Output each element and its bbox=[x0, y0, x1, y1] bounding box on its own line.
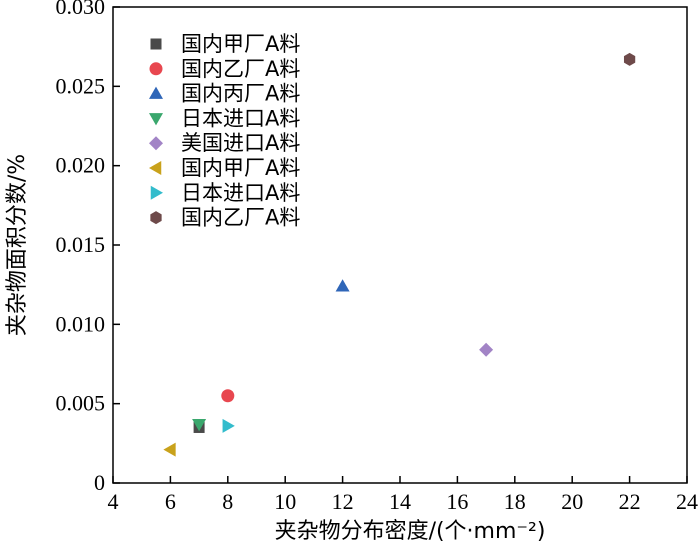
legend-label: 美国进口A料 bbox=[181, 131, 300, 155]
data-point bbox=[479, 342, 494, 357]
x-tick-label: 6 bbox=[165, 489, 176, 514]
legend-marker bbox=[150, 211, 162, 225]
data-point bbox=[192, 419, 207, 432]
y-axis-title: 夹杂物面积分数/% bbox=[5, 154, 30, 336]
data-point bbox=[163, 442, 176, 457]
legend-marker bbox=[150, 185, 163, 200]
y-tick-label: 0.005 bbox=[56, 391, 106, 416]
legend-label: 国内丙厂A料 bbox=[181, 82, 300, 106]
legend: 国内甲厂A料国内乙厂A料国内丙厂A料日本进口A料美国进口A料国内甲厂A料日本进口… bbox=[149, 32, 300, 230]
x-tick-label: 22 bbox=[619, 489, 641, 514]
x-tick-label: 18 bbox=[504, 489, 526, 514]
x-tick-label: 10 bbox=[274, 489, 296, 514]
x-tick-label: 12 bbox=[332, 489, 354, 514]
legend-marker bbox=[149, 86, 163, 99]
legend-label: 国内乙厂A料 bbox=[181, 57, 300, 81]
x-tick-label: 20 bbox=[561, 489, 583, 514]
x-tick-label: 8 bbox=[222, 489, 233, 514]
legend-label: 国内甲厂A料 bbox=[181, 156, 300, 180]
legend-marker bbox=[149, 161, 162, 175]
legend-marker bbox=[149, 113, 163, 126]
data-point bbox=[221, 389, 235, 403]
x-tick-label: 14 bbox=[389, 489, 411, 514]
x-tick-label: 24 bbox=[676, 489, 698, 514]
x-axis-ticks: 4 6 8 10 12 14 16 18 20 22 24 bbox=[108, 476, 698, 514]
x-axis-title: 夹杂物分布密度/(个·mm⁻²) bbox=[275, 519, 546, 544]
legend-marker bbox=[150, 38, 162, 50]
y-tick-label: 0.010 bbox=[56, 311, 106, 336]
y-tick-label: 0 bbox=[94, 470, 105, 495]
legend-label: 国内乙厂A料 bbox=[181, 206, 300, 230]
legend-marker bbox=[149, 136, 163, 151]
data-point bbox=[623, 52, 636, 66]
y-tick-label: 0.020 bbox=[56, 153, 106, 178]
legend-label: 日本进口A料 bbox=[181, 106, 300, 130]
y-tick-label: 0.025 bbox=[56, 73, 106, 98]
y-axis-ticks: 0 0.005 0.010 0.015 0.020 0.025 0.030 bbox=[56, 0, 120, 495]
legend-label: 日本进口A料 bbox=[181, 181, 300, 205]
y-tick-label: 0.015 bbox=[56, 232, 106, 257]
y-tick-label: 0.030 bbox=[56, 0, 106, 19]
x-tick-label: 4 bbox=[108, 489, 119, 514]
legend-marker bbox=[149, 62, 163, 76]
legend-label: 国内甲厂A料 bbox=[181, 32, 300, 56]
data-point bbox=[335, 279, 350, 292]
x-tick-label: 16 bbox=[446, 489, 468, 514]
data-points bbox=[163, 52, 636, 457]
data-point bbox=[222, 418, 235, 433]
